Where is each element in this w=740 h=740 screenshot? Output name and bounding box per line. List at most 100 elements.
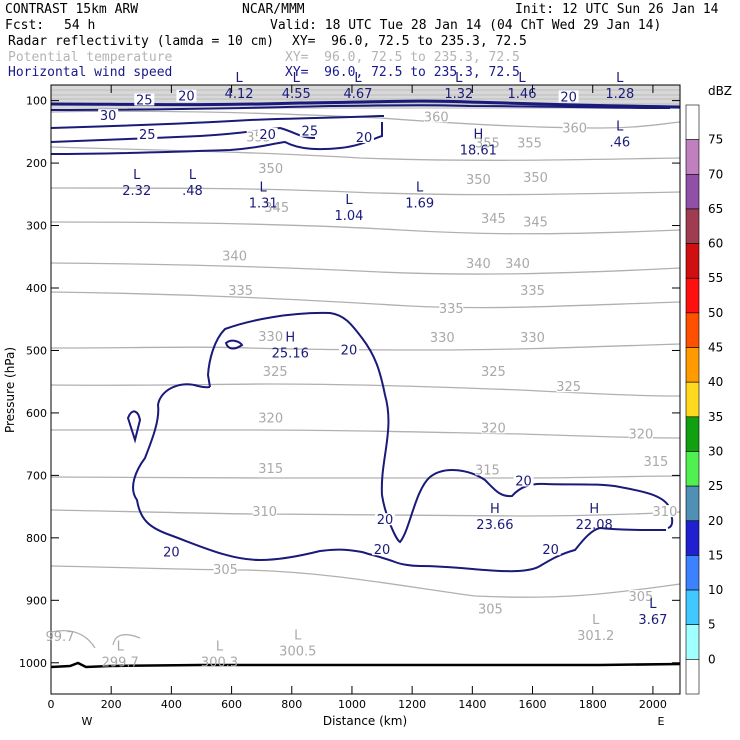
- theta-label-bg: [424, 110, 449, 123]
- theta-355: [50, 146, 681, 161]
- theta-labels: 3603603553553553503503503453453453403403…: [213, 110, 678, 618]
- colorbar-label: 30: [708, 444, 723, 458]
- wind-labels: 25 20 30 25 20 25 20 20 20 20 20 20 20 20: [98, 89, 579, 561]
- wind-label-bg: [513, 474, 534, 487]
- wind-30: [50, 115, 384, 129]
- theta-label: 315: [644, 455, 669, 470]
- theta-low-2: [112, 634, 141, 646]
- theta-label: 310: [653, 505, 678, 520]
- extremum-value: 23.66: [476, 518, 513, 533]
- theta-label: 355: [475, 137, 500, 152]
- theta-label: 320: [481, 421, 506, 436]
- extremum-value: 1.32: [444, 87, 473, 102]
- theta-340: [50, 262, 681, 275]
- theta-label-bg: [258, 162, 283, 175]
- colorbar-segment: [685, 104, 700, 140]
- x-tick-label: 2000: [639, 698, 667, 711]
- theta-345: [50, 221, 681, 235]
- wind-label: 20: [560, 90, 577, 105]
- colorbar-label: 75: [708, 133, 723, 147]
- theta-label-bg: [523, 215, 548, 228]
- y-tick-label: 200: [26, 157, 47, 170]
- wind-jet-core: [50, 99, 681, 109]
- wind-label: 20: [259, 128, 276, 143]
- colorbar-segment: [685, 520, 700, 556]
- theta-low-1: [50, 629, 96, 649]
- extremum-value: 300.5: [279, 644, 316, 659]
- theta-label-bg: [556, 380, 581, 393]
- y-tick-label: 100: [26, 95, 47, 108]
- extremum-value: 1.28: [605, 87, 634, 102]
- theta-360: [50, 110, 681, 129]
- wind-label: 20: [515, 475, 532, 490]
- extremum-value: .46: [609, 135, 630, 150]
- theta-label: 330: [430, 331, 455, 346]
- colorbar-segment: [685, 381, 700, 418]
- colorbar-label: 50: [708, 306, 723, 320]
- extremum-type: L: [235, 71, 243, 86]
- theta-label: 350: [466, 173, 491, 188]
- terrain-line: [50, 661, 681, 669]
- wind-label-bg: [375, 513, 396, 526]
- extremum-value: 1.04: [334, 209, 363, 224]
- extremum-value: 2.32: [122, 184, 151, 199]
- y-tick-label: 1000: [19, 657, 47, 670]
- y-tick-label: 500: [26, 344, 47, 357]
- colorbar-label: 70: [708, 167, 723, 181]
- wind-20-lower: [132, 383, 667, 573]
- y-axis-title: Pressure (hPa): [3, 347, 17, 433]
- theta-label-bg: [481, 365, 506, 378]
- wind-label: 30: [100, 109, 117, 124]
- colorbar-label: 25: [708, 479, 723, 493]
- wind-contours: [50, 99, 681, 573]
- extremum-type: H: [589, 502, 599, 517]
- theta-label-bg: [258, 330, 283, 343]
- extremum-value: 22.08: [576, 518, 613, 533]
- extremum-value: 3.67: [638, 613, 667, 628]
- extremum-type: L: [455, 71, 463, 86]
- theta-335: [50, 291, 681, 309]
- theta-label: 305: [628, 590, 653, 605]
- x-tick-label: 600: [221, 698, 242, 711]
- wind-label: 20: [542, 543, 559, 558]
- extremum-value: 4.12: [225, 87, 254, 102]
- colorbar-label: 10: [708, 583, 723, 597]
- theta-label: 330: [520, 331, 545, 346]
- theta-label: 325: [263, 365, 288, 380]
- wind-20-small-1: [126, 410, 142, 444]
- theta-label-bg: [258, 411, 283, 424]
- extremum-value: 1.31: [249, 197, 278, 212]
- theta-label-bg: [478, 602, 503, 615]
- theta-label: 320: [628, 428, 653, 443]
- theta-label-bg: [523, 170, 548, 183]
- wind-label-bg: [161, 545, 182, 558]
- theta-label-bg: [466, 172, 491, 185]
- x-axis-title: Distance (km): [323, 714, 407, 728]
- theta-label: 310: [252, 505, 277, 520]
- wind-label: 20: [377, 513, 394, 528]
- field-3-name: Horizontal wind speed: [8, 65, 173, 80]
- colorbar-segment: [685, 347, 700, 383]
- extremum-value: 99.7: [46, 630, 75, 645]
- wind-label: 20: [374, 543, 391, 558]
- fcst-value: 54 h: [64, 18, 96, 33]
- y-tick-label: 900: [26, 594, 47, 607]
- theta-label-bg: [213, 563, 238, 576]
- wind-label: 20: [178, 90, 195, 105]
- theta-label: 360: [424, 110, 449, 125]
- colorbar-segment: [685, 312, 700, 348]
- wind-label-bg: [299, 124, 320, 137]
- extremum-type: L: [294, 628, 302, 643]
- theta-label: 305: [213, 563, 238, 578]
- wind-label: 25: [302, 125, 319, 140]
- wind-label: 20: [163, 546, 180, 561]
- theta-label-bg: [258, 462, 283, 475]
- field-1-name: Radar reflectivity (lamda = 10 cm): [8, 34, 275, 49]
- wind-20-mid: [50, 122, 383, 155]
- theta-label-bg: [475, 463, 500, 476]
- extremum-type: L: [189, 168, 197, 183]
- wind-label: 25: [139, 128, 156, 143]
- theta-label-bg: [481, 212, 506, 225]
- colorbar-segment: [685, 589, 700, 626]
